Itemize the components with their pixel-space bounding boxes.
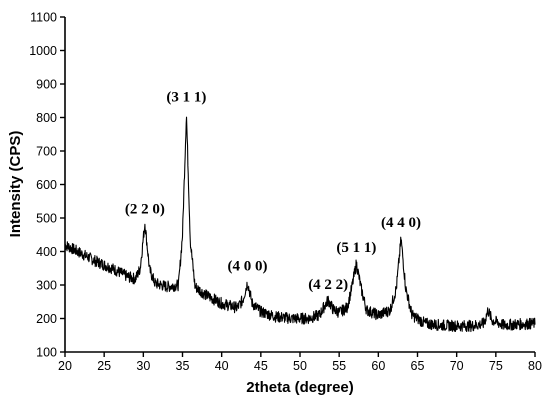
x-tick-label: 50 bbox=[293, 359, 307, 373]
x-tick-label: 30 bbox=[136, 359, 150, 373]
x-tick-label: 75 bbox=[489, 359, 503, 373]
peak-label: (3 1 1) bbox=[166, 89, 206, 105]
peak-label: (4 0 0) bbox=[228, 259, 268, 275]
series-line bbox=[64, 116, 536, 333]
x-tick-label: 25 bbox=[97, 359, 111, 373]
peak-label: (5 1 1) bbox=[336, 240, 376, 256]
x-axis-title: 2theta (degree) bbox=[246, 379, 354, 396]
plot-area bbox=[64, 116, 536, 333]
y-tick-label: 400 bbox=[36, 245, 57, 259]
peak-label: (4 4 0) bbox=[381, 215, 421, 231]
y-tick-label: 1000 bbox=[29, 44, 57, 58]
y-tick-label: 900 bbox=[36, 78, 57, 92]
y-tick-label: 1100 bbox=[30, 11, 57, 25]
y-tick-label: 600 bbox=[36, 178, 57, 192]
y-tick-label: 100 bbox=[36, 346, 57, 360]
x-tick-label: 65 bbox=[411, 359, 425, 373]
y-axis-title: Intensity (CPS) bbox=[7, 131, 24, 238]
y-tick-label: 200 bbox=[36, 312, 57, 326]
peak-label: (2 2 0) bbox=[125, 202, 165, 218]
x-tick-label: 80 bbox=[528, 359, 542, 373]
y-tick-label: 700 bbox=[36, 145, 57, 159]
x-tick-label: 70 bbox=[450, 359, 464, 373]
x-tick-label: 20 bbox=[58, 359, 72, 373]
x-axis: 20 25 30 35 40 45 50 55 60 65 70 75 80 bbox=[58, 351, 542, 373]
y-tick-label: 800 bbox=[36, 111, 57, 125]
peak-annotations: (2 2 0) (3 1 1) (4 0 0) (4 2 2) (5 1 1) (4 4 … bbox=[125, 89, 421, 293]
x-tick-label: 35 bbox=[176, 359, 190, 373]
y-tick-label: 300 bbox=[36, 279, 57, 293]
x-tick-label: 55 bbox=[332, 359, 346, 373]
peak-label: (4 2 2) bbox=[308, 277, 348, 293]
y-axis: 100 200 300 400 500 600 700 800 900 1000 1100 bbox=[29, 11, 66, 360]
x-tick-label: 40 bbox=[215, 359, 229, 373]
x-tick-label: 45 bbox=[254, 359, 268, 373]
y-tick-label: 500 bbox=[36, 212, 57, 226]
x-tick-label: 60 bbox=[371, 359, 385, 373]
